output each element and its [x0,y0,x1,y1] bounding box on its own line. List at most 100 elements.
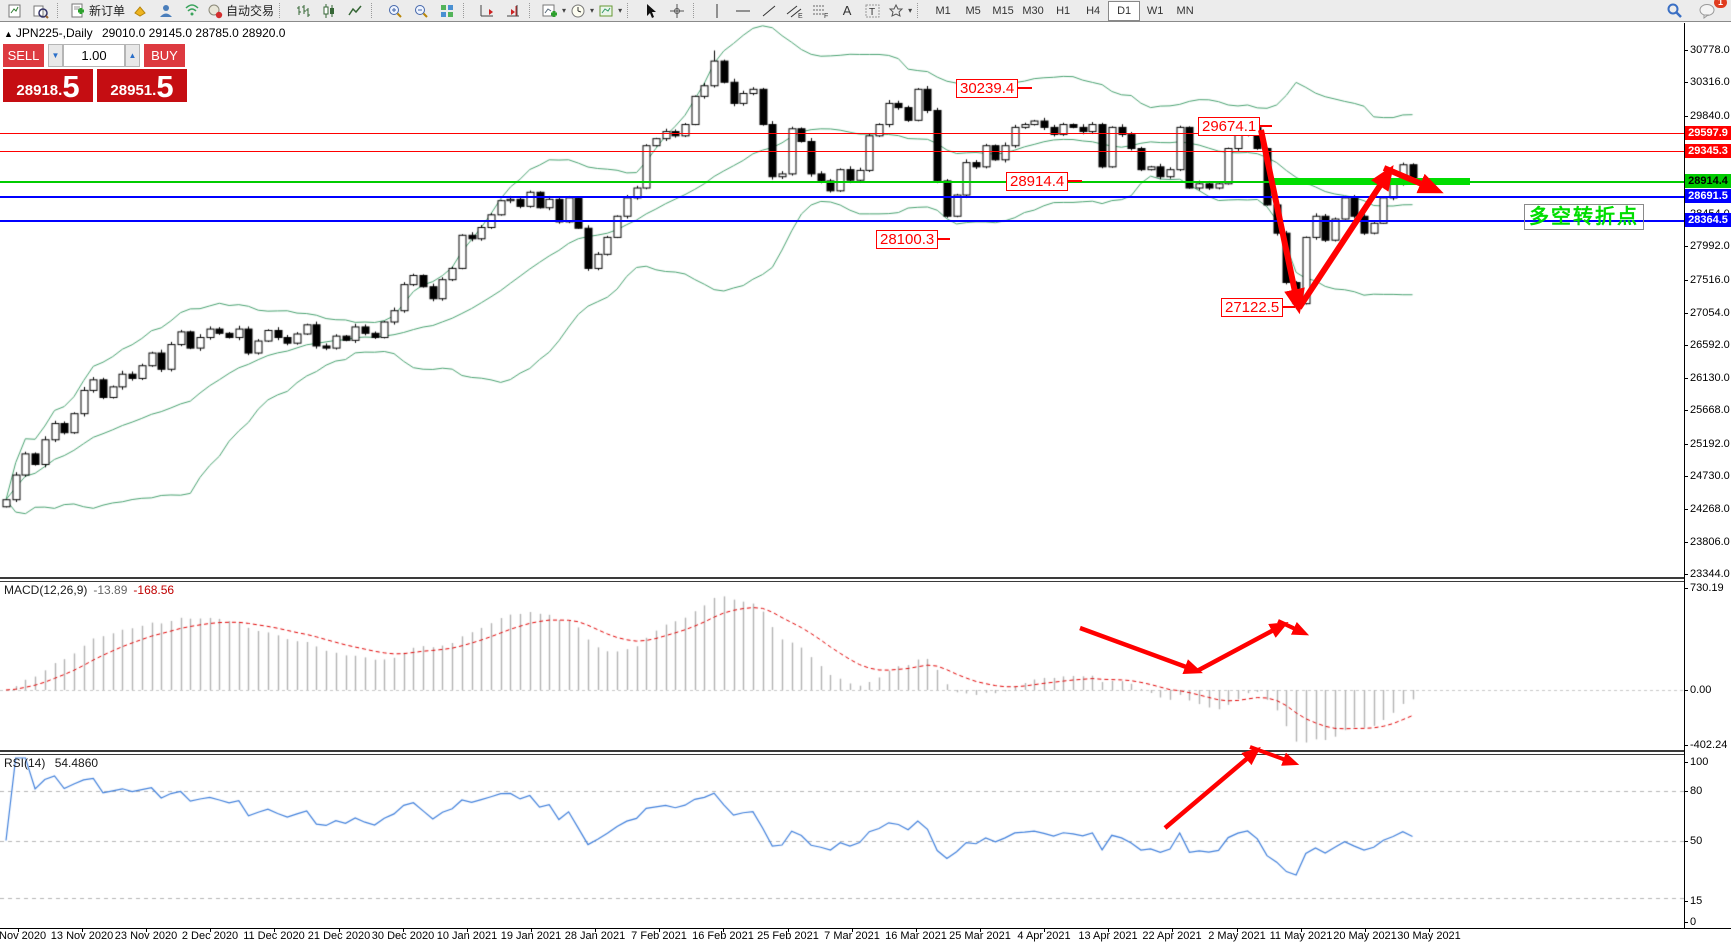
callout-connector [938,238,950,240]
price-callout-28914.4[interactable]: 28914.4 [1006,172,1069,191]
profiles-button[interactable] [28,1,54,21]
price-tick-label: 29840.0 [1690,110,1730,122]
timeframe-m15[interactable]: M15 [992,4,1014,17]
date-label: 22 Apr 2021 [1142,930,1202,942]
buy-button[interactable]: BUY [144,44,185,67]
price-callout-29674.1[interactable]: 29674.1 [1198,117,1261,136]
date-label: 16 Mar 2021 [885,930,947,942]
timeframe-w1[interactable]: W1 [1146,4,1164,17]
date-label: 28 Jan 2021 [564,930,626,942]
date-tick-mark [146,929,147,932]
rsi-indicator-panel[interactable] [0,754,1684,928]
chart-info-line: ▲ JPN225-,Daily 29010.0 29145.0 28785.0 2… [4,26,285,40]
price-tick-label: 25192.0 [1690,438,1730,450]
new-chart-button[interactable] [2,1,28,21]
horizontal-line-tool[interactable] [730,1,756,21]
price-tick-mark [1684,313,1688,314]
price-tick-mark [1684,542,1688,543]
date-label: 7 Feb 2021 [631,930,687,942]
date-tick-mark [788,929,789,932]
one-click-trading-widget: SELL ▼ ▲ BUY 28918.5 28951.5 [3,44,187,102]
crosshair-tool-button[interactable] [664,1,690,21]
tile-windows-button[interactable] [434,1,460,21]
price-callout-27122.5[interactable]: 27122.5 [1221,298,1284,317]
date-label: 25 Mar 2021 [949,930,1011,942]
timeframe-m30[interactable]: M30 [1022,4,1044,17]
timeframe-m1[interactable]: M1 [935,4,951,17]
buy-price-main: 28951. [110,82,157,99]
date-tick-mark [274,929,275,932]
callout-connector [1283,306,1295,308]
timeframe-d1[interactable]: D1 [1108,0,1141,21]
toolbar-grip [627,3,634,18]
svg-text:F: F [824,13,828,19]
trendline-tool[interactable] [756,1,782,21]
market-icon[interactable] [153,1,179,21]
volume-input[interactable] [63,44,125,67]
date-tick-mark [339,929,340,932]
buy-price[interactable]: 28951. 5 [97,69,187,102]
new-order-label: 新订单 [89,4,126,18]
date-label: 20 May 2021 [1333,930,1397,942]
support-highlight-band[interactable] [1270,178,1470,185]
bar-chart-type-button[interactable] [290,1,316,21]
candlestick-type-button[interactable] [316,1,342,21]
date-label: 13 Apr 2021 [1078,930,1138,942]
auto-scroll-button[interactable] [474,1,500,21]
price-level-chip: 29345.3 [1685,144,1731,158]
timeframe-h1[interactable]: H1 [1056,4,1071,17]
metaeditor-icon[interactable] [127,1,153,21]
macd-indicator-panel[interactable] [0,581,1684,751]
macd-name: MACD(12,26,9) [4,583,88,597]
time-axis-line [0,928,1731,929]
label-tool[interactable]: T [860,1,886,21]
price-level-line-29597.9[interactable] [0,133,1684,134]
panel-separator[interactable] [0,750,1684,755]
rsi-axis-label: 80 [1690,785,1703,797]
new-order-button[interactable]: 新订单 [68,1,127,21]
date-tick-mark [18,929,19,932]
volume-decrease-button[interactable]: ▼ [48,44,63,67]
sell-button[interactable]: SELL [3,44,44,67]
sell-price[interactable]: 28918. 5 [3,69,93,102]
zoom-out-button[interactable] [408,1,434,21]
periods-button[interactable]: ▾ [568,1,596,21]
vertical-line-tool[interactable] [704,1,730,21]
price-callout-28100.3[interactable]: 28100.3 [876,230,939,249]
timeframe-h4[interactable]: H4 [1086,4,1101,17]
date-tick-mark [1301,929,1302,932]
date-tick-mark [852,929,853,932]
panel-separator[interactable] [0,577,1684,582]
auto-trading-button[interactable]: 自动交易 [205,1,276,21]
price-level-line-28364.5[interactable] [0,220,1684,222]
price-level-line-28914.4[interactable] [0,181,1684,183]
zoom-in-button[interactable] [382,1,408,21]
text-tool[interactable]: A [842,3,852,18]
price-level-line-29345.3[interactable] [0,151,1684,152]
indicators-button[interactable]: ▾ [540,1,568,21]
fibonacci-tool[interactable]: F [808,1,834,21]
search-icon[interactable] [1661,1,1687,21]
timeframe-m5[interactable]: M5 [965,4,981,17]
cursor-tool-button[interactable] [638,1,664,21]
templates-button[interactable]: ▾ [596,1,624,21]
line-chart-type-button[interactable] [342,1,368,21]
price-callout-30239.4[interactable]: 30239.4 [956,79,1019,98]
chart-shift-button[interactable] [500,1,526,21]
signals-icon[interactable] [179,1,205,21]
channel-tool[interactable]: E [782,1,808,21]
price-tick-mark [1684,476,1688,477]
main-price-chart[interactable] [0,23,1684,579]
price-tick-mark [1684,345,1688,346]
rsi-label: RSI(14) 54.4860 [4,756,98,770]
notifications-icon[interactable]: 1 [1695,0,1727,21]
macd-label: MACD(12,26,9) -13.89 -168.56 [4,583,174,597]
volume-increase-button[interactable]: ▲ [125,44,140,67]
turning-point-note[interactable]: 多空转折点 [1524,204,1644,230]
timeframe-mn[interactable]: MN [1176,4,1194,17]
price-level-line-28691.5[interactable] [0,196,1684,198]
price-level-chip: 29597.9 [1685,126,1731,140]
date-label: 30 Dec 2020 [371,930,435,942]
shapes-tool[interactable]: ▾ [886,1,914,21]
